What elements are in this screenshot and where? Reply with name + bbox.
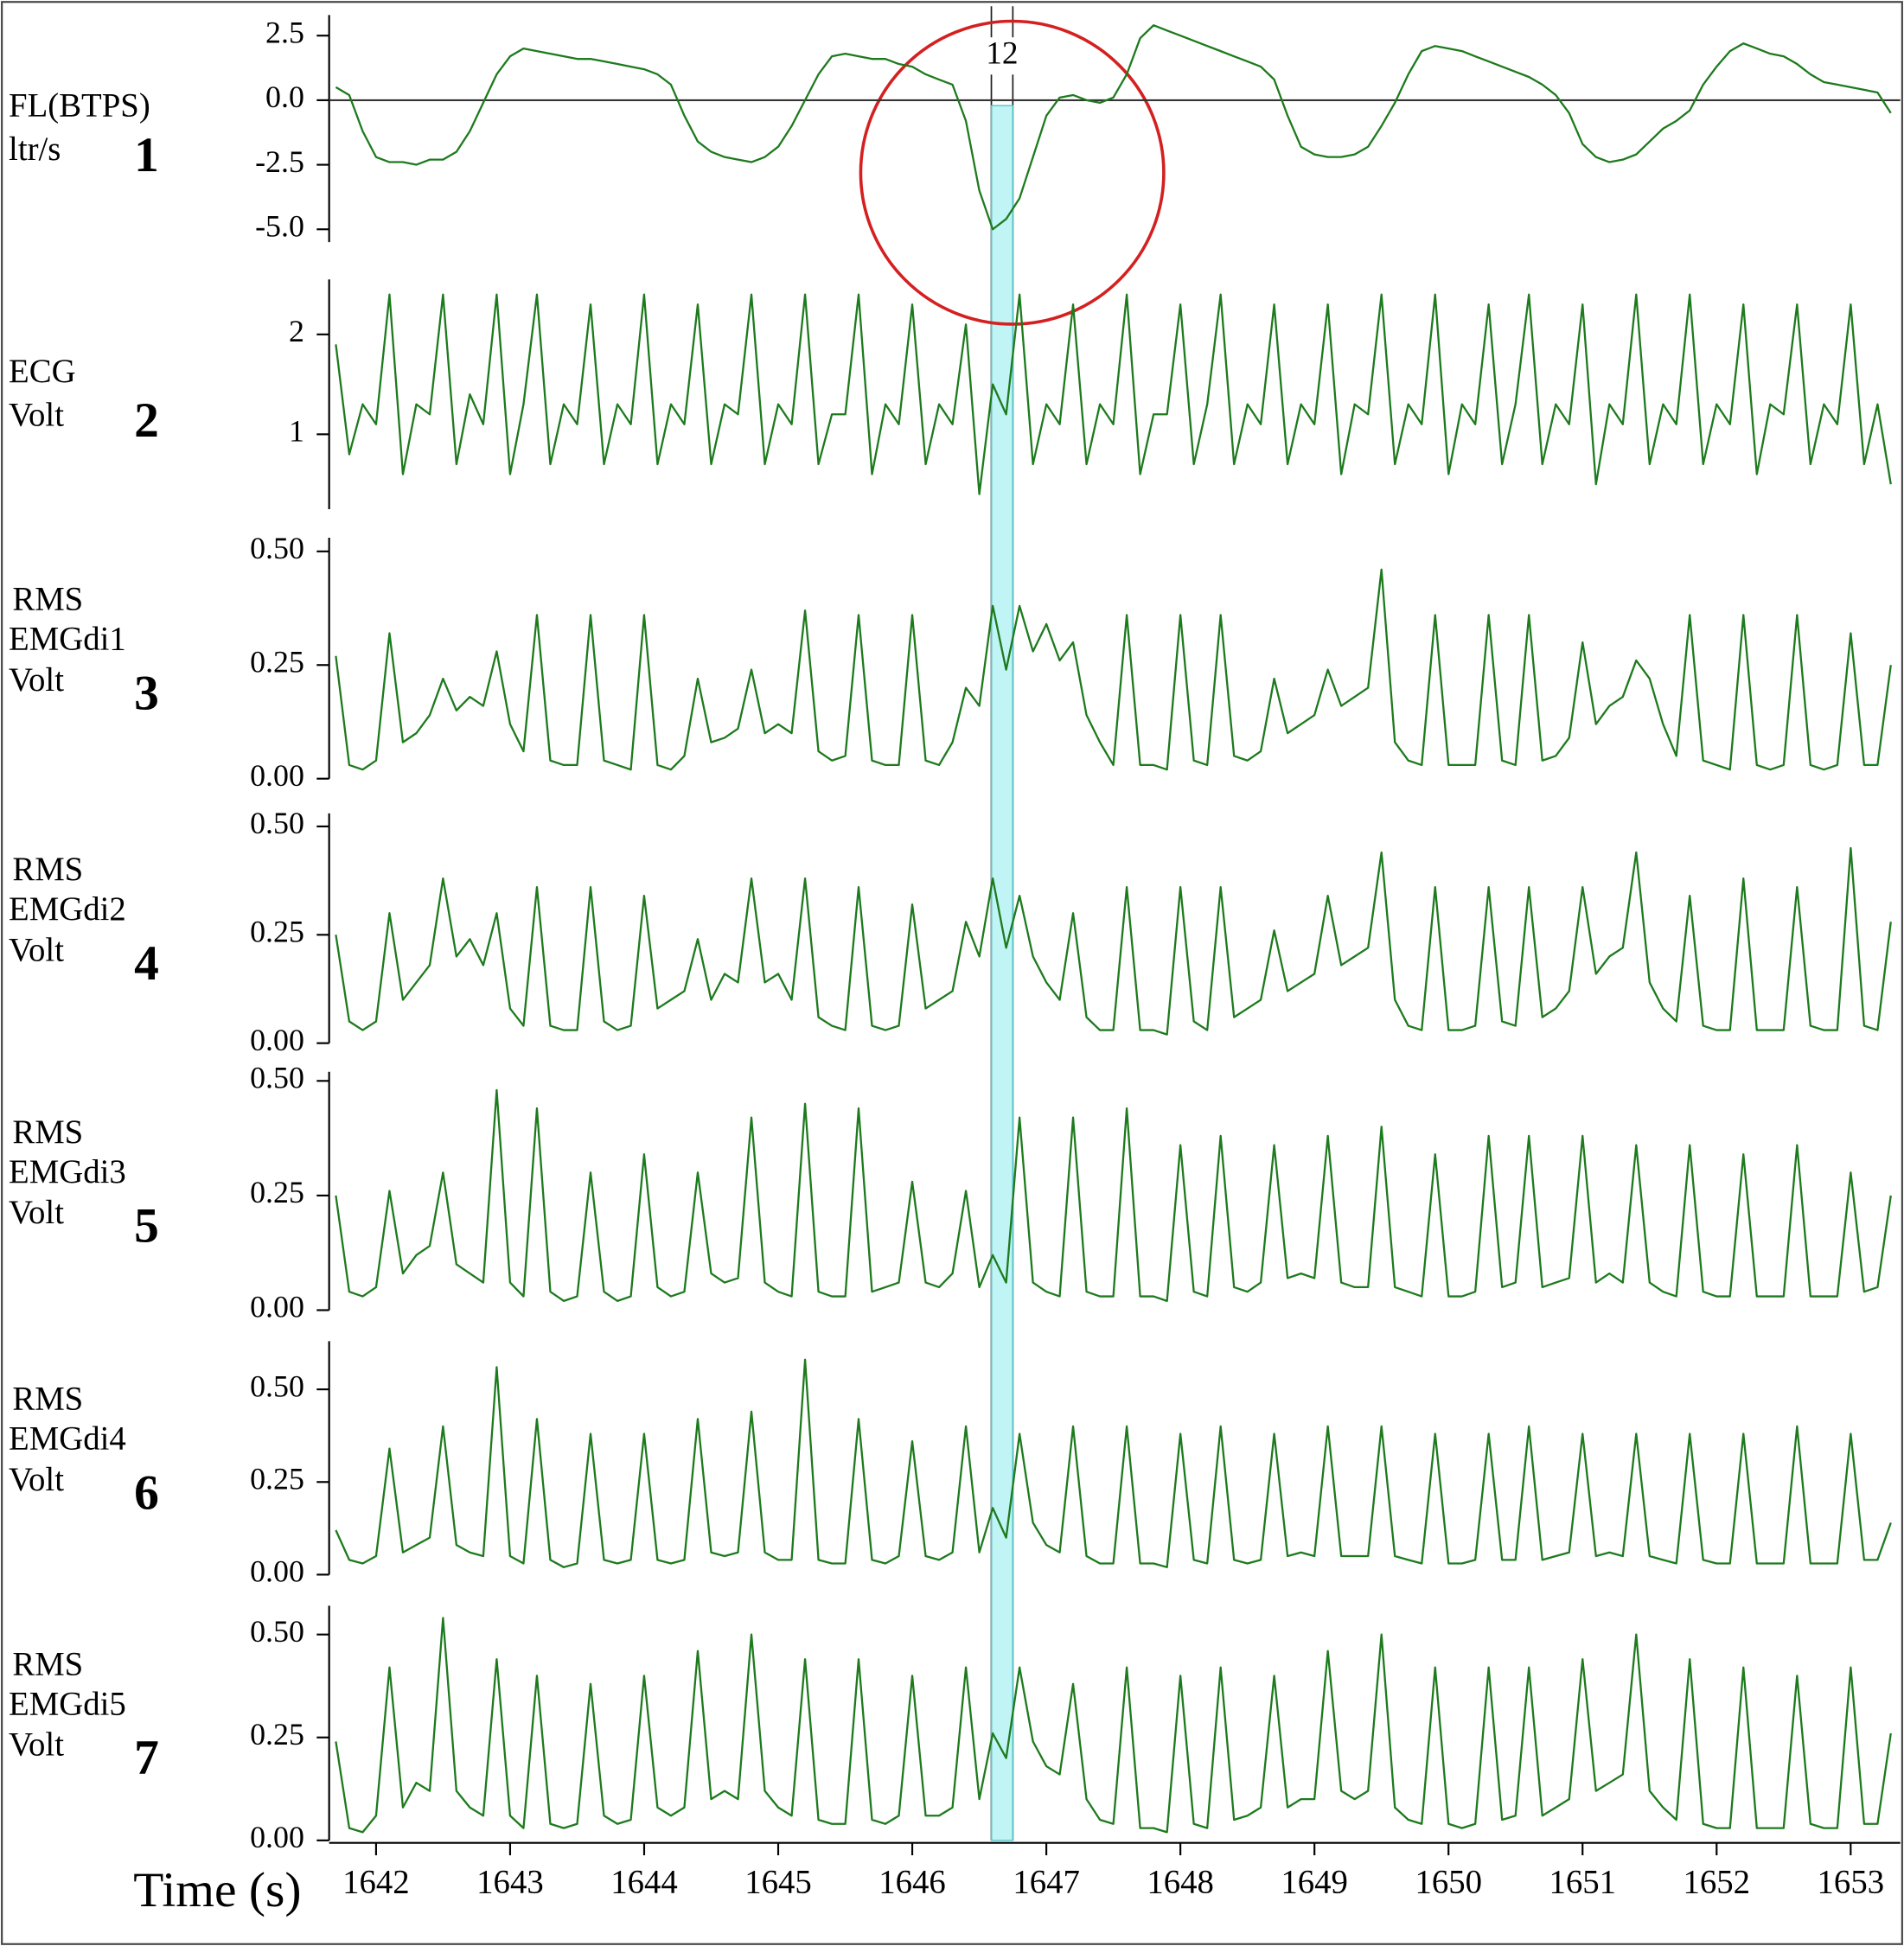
y-tick-label: 0.25	[250, 1175, 304, 1209]
y-label: Volt	[9, 1726, 64, 1764]
y-tick-label: 0.00	[250, 1290, 304, 1324]
x-tick-label: 1644	[610, 1863, 678, 1900]
cursor-label: 12	[986, 35, 1018, 71]
y-label: ECG	[9, 353, 76, 390]
y-tick-label: 0.00	[250, 758, 304, 793]
y-label: RMS	[12, 1645, 83, 1682]
y-tick-label: 0.50	[250, 1061, 304, 1095]
y-label: RMS	[12, 1113, 83, 1151]
panel-number: 5	[134, 1199, 159, 1254]
y-label: Volt	[9, 1461, 64, 1498]
cursor-label-bg	[981, 37, 1022, 75]
y-label: EMGdi3	[9, 1153, 126, 1190]
y-label: FL(BTPS)	[9, 87, 150, 124]
y-tick-label: 2.5	[265, 15, 304, 49]
trace	[335, 1088, 1892, 1303]
x-tick-label: 1645	[744, 1863, 812, 1900]
x-tick-label: 1647	[1013, 1863, 1080, 1900]
x-tick-label: 1649	[1281, 1863, 1348, 1900]
y-label: RMS	[12, 1381, 83, 1418]
y-tick-label: -5.0	[255, 208, 304, 243]
y-label: EMGdi2	[9, 890, 126, 928]
y-label: Volt	[9, 396, 64, 433]
y-tick-label: 0.50	[250, 1614, 304, 1649]
y-tick-label: 0.00	[250, 1023, 304, 1057]
panel-number: 3	[134, 667, 159, 721]
y-tick-label: 0.00	[250, 1820, 304, 1854]
panel-number: 7	[134, 1731, 159, 1785]
y-tick-label: 0.50	[250, 1369, 304, 1403]
x-tick-label: 1650	[1415, 1863, 1482, 1900]
y-tick-label: 0.0	[265, 80, 304, 114]
panel-number: 2	[134, 393, 159, 448]
y-tick-label: 0.00	[250, 1554, 304, 1589]
y-label: ltr/s	[9, 131, 61, 168]
y-tick-label: 0.25	[250, 915, 304, 949]
trace	[335, 1617, 1892, 1834]
y-tick-label: 0.25	[250, 644, 304, 679]
x-tick-label: 1653	[1818, 1863, 1885, 1900]
trace	[335, 568, 1892, 771]
y-label: RMS	[12, 851, 83, 888]
x-tick-label: 1648	[1147, 1863, 1214, 1900]
y-tick-label: 0.25	[250, 1462, 304, 1496]
y-label: Volt	[9, 661, 64, 699]
trace	[335, 846, 1892, 1036]
highlight-circle	[859, 19, 1166, 326]
y-tick-label: 0.50	[250, 531, 304, 565]
x-axis-label: Time (s)	[133, 1863, 301, 1917]
x-tick-label: 1651	[1549, 1863, 1616, 1900]
trace	[335, 24, 1892, 231]
panel-number: 6	[134, 1466, 159, 1521]
panel-number: 4	[134, 936, 159, 991]
y-tick-label: 2	[289, 314, 304, 348]
y-label: EMGdi1	[9, 621, 126, 658]
y-label: Volt	[9, 931, 64, 968]
x-tick-label: 1642	[342, 1863, 410, 1900]
y-label: RMS	[12, 581, 83, 618]
trace	[335, 293, 1892, 495]
y-label: EMGdi4	[9, 1420, 126, 1458]
y-tick-label: -2.5	[255, 144, 304, 179]
trace	[335, 1358, 1892, 1568]
y-tick-label: 1	[289, 414, 304, 449]
x-tick-label: 1646	[879, 1863, 946, 1900]
panel-number: 1	[134, 128, 159, 182]
y-tick-label: 0.25	[250, 1717, 304, 1751]
cursor-band	[990, 105, 1014, 1841]
y-label: EMGdi5	[9, 1685, 126, 1722]
y-tick-label: 0.50	[250, 806, 304, 840]
x-tick-label: 1643	[476, 1863, 544, 1900]
y-label: Volt	[9, 1194, 64, 1231]
x-tick-label: 1652	[1684, 1863, 1751, 1900]
